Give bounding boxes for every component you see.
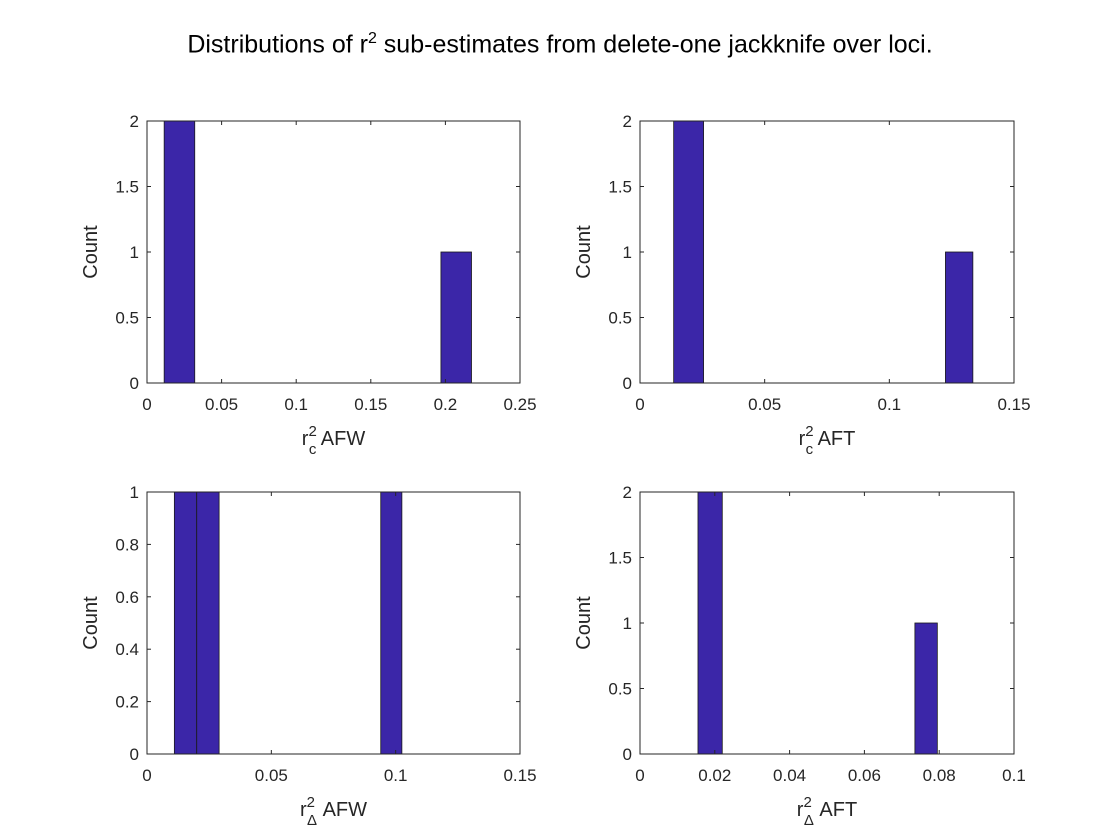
x-tick-label: 0.06 (848, 766, 881, 785)
y-tick-label: 1 (623, 614, 632, 633)
y-tick-label: 0.8 (115, 535, 139, 554)
x-axis-label-superscript: 2 (308, 423, 316, 440)
x-axis-label-base: r (797, 799, 804, 821)
y-tick-label: 1.5 (115, 178, 139, 197)
histogram-bar (440, 251, 472, 384)
y-tick-label: 1 (623, 243, 632, 262)
histogram-rdelta2-afw: 0 0.05 0.1 0.15 0 0.2 0.4 0.6 0.8 1 Count r2 Δ AFW (80, 483, 537, 829)
histogram-bar (196, 491, 220, 755)
y-tick-label: 0 (623, 745, 632, 764)
x-tick-label: 0.05 (255, 766, 288, 785)
x-axis-label-base: r (799, 428, 806, 450)
y-tick-label: 0.5 (608, 309, 632, 328)
x-axis-label-rest: AFW (316, 428, 365, 450)
histogram-bar (163, 120, 196, 384)
x-axis-label-superscript: 2 (805, 423, 813, 440)
x-axis-label-superscript: 2 (803, 794, 811, 811)
x-tick-label: 0 (142, 395, 151, 414)
histogram-bar (914, 622, 938, 755)
x-tick-label: 0.1 (878, 395, 902, 414)
x-axis-label: r2 Δ AFW (300, 794, 367, 829)
y-tick-label: 1.5 (608, 549, 632, 568)
x-tick-label: 0.1 (384, 766, 408, 785)
x-tick-label: 0.1 (284, 395, 308, 414)
x-axis-label-base: r (300, 799, 307, 821)
x-axis-label: r2 c AFW (302, 423, 366, 458)
x-tick-label: 0.08 (923, 766, 956, 785)
x-axis-label: r2 c AFT (799, 423, 856, 458)
y-axis-label: Count (80, 225, 102, 279)
y-axis-label: Count (573, 596, 595, 650)
x-axis-label: r2 Δ AFT (797, 794, 857, 829)
x-axis-label-subscript: c (806, 441, 814, 458)
x-axis-label-base: r (302, 428, 309, 450)
y-axis-label: Count (573, 225, 595, 279)
x-tick-label: 0.15 (354, 395, 387, 414)
histogram-bar (697, 491, 723, 755)
x-axis-label-subscript: Δ (307, 812, 317, 829)
x-tick-label: 0 (635, 766, 644, 785)
x-tick-label: 0.05 (748, 395, 781, 414)
histogram-bar (380, 491, 403, 755)
histogram-bar (945, 251, 974, 384)
y-tick-label: 0.6 (115, 588, 139, 607)
x-axis-label-rest: AFW (317, 799, 367, 821)
y-tick-label: 2 (623, 112, 632, 131)
x-tick-label: 0.02 (698, 766, 731, 785)
y-tick-label: 2 (623, 483, 632, 502)
y-tick-label: 0.2 (115, 693, 139, 712)
histogram-bar (673, 120, 704, 384)
axes-box (146, 491, 521, 755)
y-tick-label: 1 (130, 483, 139, 502)
x-tick-label: 0.25 (503, 395, 536, 414)
y-tick-label: 1 (130, 243, 139, 262)
y-tick-label: 0.5 (608, 680, 632, 699)
x-tick-label: 0 (635, 395, 644, 414)
axes-box (639, 491, 1015, 755)
figure-title: Distributions of r2 sub-estimates from d… (0, 30, 1120, 59)
y-tick-label: 0 (130, 745, 139, 764)
x-axis-label-rest: AFT (814, 799, 857, 821)
y-tick-label: 0 (623, 374, 632, 393)
y-axis-label: Count (80, 596, 102, 650)
x-tick-label: 0.2 (434, 395, 458, 414)
y-tick-label: 0.5 (115, 309, 139, 328)
x-tick-label: 0 (142, 766, 151, 785)
x-axis-label-superscript: 2 (307, 794, 315, 811)
x-axis-label-rest: AFT (813, 428, 855, 450)
x-tick-label: 0.15 (503, 766, 536, 785)
x-axis-label-subscript: Δ (804, 812, 814, 829)
y-tick-label: 0.4 (115, 640, 139, 659)
x-tick-label: 0.1 (1002, 766, 1026, 785)
x-tick-label: 0.15 (997, 395, 1030, 414)
x-tick-label: 0.05 (205, 395, 238, 414)
y-tick-label: 1.5 (608, 178, 632, 197)
y-tick-label: 2 (130, 112, 139, 131)
x-tick-label: 0.04 (773, 766, 806, 785)
x-axis-label-subscript: c (309, 441, 317, 458)
figure-title-prefix: Distributions of r (187, 30, 368, 59)
figure-title-superscript: 2 (367, 30, 377, 47)
figure-title-suffix: sub-estimates from delete-one jackknife … (376, 30, 933, 59)
histogram-bar (173, 491, 198, 755)
y-tick-label: 0 (130, 374, 139, 393)
